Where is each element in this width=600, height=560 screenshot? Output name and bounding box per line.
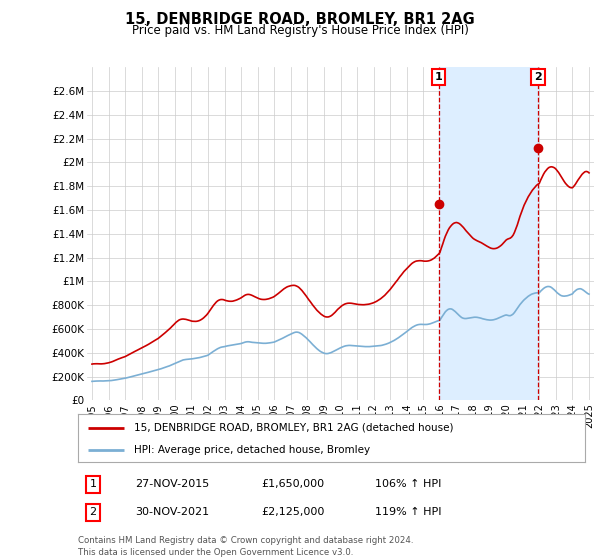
Text: 1: 1 bbox=[89, 479, 97, 489]
Bar bbox=[439, 67, 538, 400]
Text: 119% ↑ HPI: 119% ↑ HPI bbox=[375, 507, 442, 517]
Text: £1,650,000: £1,650,000 bbox=[261, 479, 324, 489]
Text: 2: 2 bbox=[89, 507, 97, 517]
Text: 15, DENBRIDGE ROAD, BROMLEY, BR1 2AG (detached house): 15, DENBRIDGE ROAD, BROMLEY, BR1 2AG (de… bbox=[134, 423, 453, 433]
Text: 27-NOV-2015: 27-NOV-2015 bbox=[135, 479, 209, 489]
Text: Contains HM Land Registry data © Crown copyright and database right 2024.
This d: Contains HM Land Registry data © Crown c… bbox=[78, 536, 413, 557]
Text: 1: 1 bbox=[435, 72, 442, 82]
Text: 15, DENBRIDGE ROAD, BROMLEY, BR1 2AG: 15, DENBRIDGE ROAD, BROMLEY, BR1 2AG bbox=[125, 12, 475, 27]
Text: £2,125,000: £2,125,000 bbox=[261, 507, 325, 517]
Text: 106% ↑ HPI: 106% ↑ HPI bbox=[375, 479, 442, 489]
Text: 2: 2 bbox=[534, 72, 542, 82]
Text: HPI: Average price, detached house, Bromley: HPI: Average price, detached house, Brom… bbox=[134, 445, 370, 455]
Text: 30-NOV-2021: 30-NOV-2021 bbox=[135, 507, 209, 517]
Text: Price paid vs. HM Land Registry's House Price Index (HPI): Price paid vs. HM Land Registry's House … bbox=[131, 24, 469, 36]
